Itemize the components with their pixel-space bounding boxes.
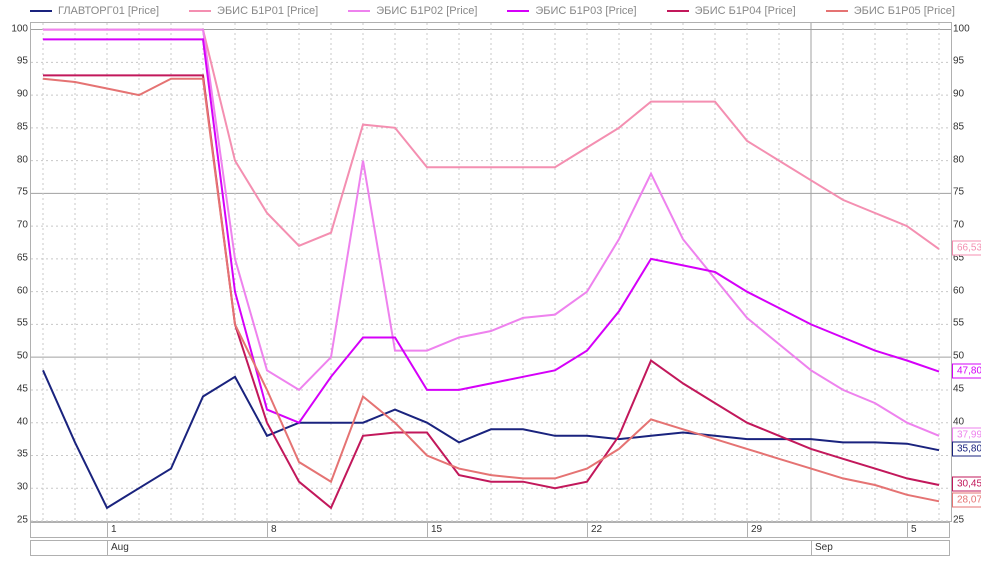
y-tick-label: 55 xyxy=(953,318,981,329)
y-tick-label: 75 xyxy=(953,187,981,198)
legend-label: ЭБИС Б1Р04 [Price] xyxy=(695,5,796,17)
legend-label: ЭБИС Б1Р02 [Price] xyxy=(376,5,477,17)
x-day-label: 8 xyxy=(267,524,277,535)
plot-area xyxy=(30,22,952,522)
legend-swatch xyxy=(30,10,52,12)
legend-swatch xyxy=(189,10,211,12)
legend-swatch xyxy=(507,10,529,12)
end-value-label: 28,07 xyxy=(952,493,981,508)
y-tick-label: 40 xyxy=(0,416,28,427)
legend-label: ЭБИС Б1Р01 [Price] xyxy=(217,5,318,17)
x-day-label: 1 xyxy=(107,524,117,535)
legend-swatch xyxy=(826,10,848,12)
legend-item[interactable]: ЭБИС Б1Р02 [Price] xyxy=(348,5,477,17)
legend-item[interactable]: ЭБИС Б1Р04 [Price] xyxy=(667,5,796,17)
y-tick-label: 70 xyxy=(953,220,981,231)
y-tick-label: 70 xyxy=(0,220,28,231)
x-axis-days: 1 8 15 22 29 5 xyxy=(30,522,950,538)
y-tick-label: 45 xyxy=(953,383,981,394)
legend-item[interactable]: ЭБИС Б1Р03 [Price] xyxy=(507,5,636,17)
x-day-label: 22 xyxy=(587,524,602,535)
price-line-chart: ГЛАВТОРГ01 [Price] ЭБИС Б1Р01 [Price] ЭБИС… xyxy=(0,0,981,561)
end-value-label: 30,45 xyxy=(952,476,981,491)
y-tick-label: 100 xyxy=(0,23,28,34)
y-tick-label: 90 xyxy=(0,89,28,100)
x-month-label: Aug xyxy=(107,542,129,553)
legend-swatch xyxy=(348,10,370,12)
y-tick-label: 35 xyxy=(0,449,28,460)
y-tick-label: 25 xyxy=(0,515,28,526)
x-axis: 1 8 15 22 29 5 Aug Sep xyxy=(30,520,950,560)
y-tick-label: 30 xyxy=(0,482,28,493)
legend-item[interactable]: ЭБИС Б1Р01 [Price] xyxy=(189,5,318,17)
legend-item[interactable]: ЭБИС Б1Р05 [Price] xyxy=(826,5,955,17)
y-tick-label: 60 xyxy=(0,285,28,296)
y-tick-label: 90 xyxy=(953,89,981,100)
legend-label: ГЛАВТОРГ01 [Price] xyxy=(58,5,159,17)
end-value-label: 37,99 xyxy=(952,427,981,442)
y-tick-label: 50 xyxy=(0,351,28,362)
y-axis-left: 253035404550556065707580859095100 xyxy=(0,22,28,520)
y-tick-label: 85 xyxy=(0,121,28,132)
y-tick-label: 80 xyxy=(953,154,981,165)
y-tick-label: 50 xyxy=(953,351,981,362)
y-tick-label: 60 xyxy=(953,285,981,296)
end-value-label: 66,53 xyxy=(952,241,981,256)
y-tick-label: 75 xyxy=(0,187,28,198)
x-month-label: Sep xyxy=(811,542,833,553)
y-tick-label: 45 xyxy=(0,383,28,394)
y-tick-label: 80 xyxy=(0,154,28,165)
x-day-label: 5 xyxy=(907,524,917,535)
end-value-label: 35,80 xyxy=(952,442,981,457)
y-tick-label: 95 xyxy=(953,56,981,67)
x-day-label: 15 xyxy=(427,524,442,535)
y-tick-label: 65 xyxy=(0,252,28,263)
x-day-label: 29 xyxy=(747,524,762,535)
y-tick-label: 40 xyxy=(953,416,981,427)
chart-legend: ГЛАВТОРГ01 [Price] ЭБИС Б1Р01 [Price] ЭБИС… xyxy=(30,2,951,20)
plot-svg xyxy=(31,23,951,521)
y-tick-label: 25 xyxy=(953,515,981,526)
legend-label: ЭБИС Б1Р05 [Price] xyxy=(854,5,955,17)
legend-label: ЭБИС Б1Р03 [Price] xyxy=(535,5,636,17)
y-tick-label: 95 xyxy=(0,56,28,67)
end-value-label: 47,80 xyxy=(952,363,981,378)
y-tick-label: 100 xyxy=(953,23,981,34)
legend-swatch xyxy=(667,10,689,12)
y-tick-label: 85 xyxy=(953,121,981,132)
series-line-5 xyxy=(43,79,939,502)
legend-item[interactable]: ГЛАВТОРГ01 [Price] xyxy=(30,5,159,17)
x-axis-months: Aug Sep xyxy=(30,540,950,556)
y-tick-label: 55 xyxy=(0,318,28,329)
